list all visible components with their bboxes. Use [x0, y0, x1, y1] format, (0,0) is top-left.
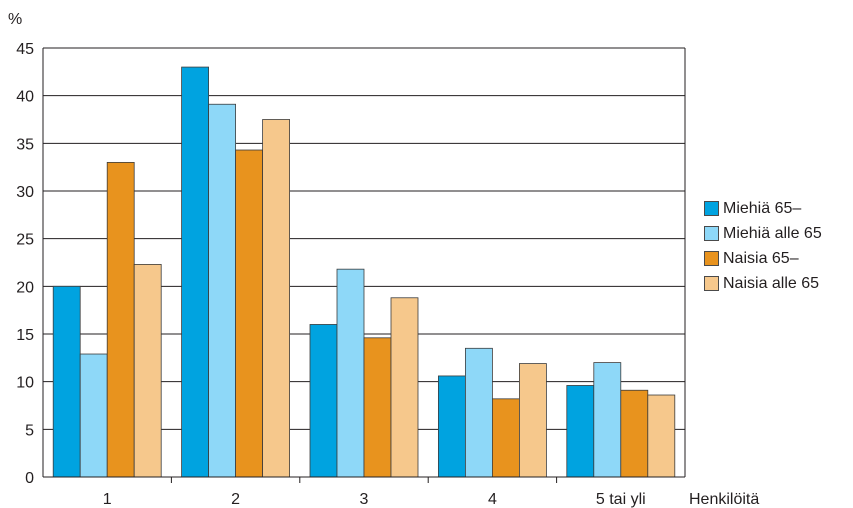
bar — [182, 67, 209, 477]
bar — [465, 348, 492, 477]
x-tick-labels: 1 2 3 4 5 tai yli — [103, 491, 646, 508]
bar — [438, 376, 465, 477]
legend-label: Naisia 65– — [723, 250, 799, 268]
bar — [648, 395, 675, 477]
legend-label: Naisia alle 65 — [723, 275, 819, 293]
bar — [80, 354, 107, 477]
bar — [263, 120, 290, 478]
legend-label: Miehiä 65– — [723, 200, 801, 218]
bar — [134, 264, 161, 477]
y-tick-label: 0 — [25, 470, 34, 487]
legend-item: Naisia 65– — [704, 246, 822, 271]
y-tick-label: 45 — [16, 41, 34, 58]
bar — [310, 324, 337, 477]
bar — [567, 385, 594, 477]
y-tick-labels: 0 5 10 15 20 25 30 35 40 45 — [16, 41, 34, 487]
bar — [594, 363, 621, 477]
bar — [337, 269, 364, 477]
y-axis-title: % — [8, 11, 22, 28]
bar — [209, 104, 236, 477]
x-tick-label: 2 — [231, 491, 240, 508]
legend-item: Miehiä alle 65 — [704, 221, 822, 246]
y-tick-label: 30 — [16, 184, 34, 201]
y-tick-label: 25 — [16, 232, 34, 249]
bars — [53, 67, 675, 477]
bar — [621, 390, 648, 477]
y-tick-label: 35 — [16, 136, 34, 153]
x-tick-label: 5 tai yli — [596, 491, 646, 508]
legend-item: Miehiä 65– — [704, 196, 822, 221]
y-tick-label: 5 — [25, 422, 34, 439]
x-tick-label: 1 — [103, 491, 112, 508]
y-tick-label: 20 — [16, 279, 34, 296]
bar — [519, 364, 546, 477]
legend-swatch — [704, 201, 719, 216]
bar — [391, 298, 418, 477]
y-tick-label: 40 — [16, 89, 34, 106]
legend-swatch — [704, 276, 719, 291]
legend-item: Naisia alle 65 — [704, 271, 822, 296]
bar — [364, 338, 391, 477]
bar — [492, 399, 519, 477]
x-tick-label: 3 — [360, 491, 369, 508]
legend-label: Miehiä alle 65 — [723, 225, 822, 243]
x-tick-label: 4 — [488, 491, 497, 508]
y-tick-label: 15 — [16, 327, 34, 344]
legend-swatch — [704, 251, 719, 266]
y-tick-label: 10 — [16, 375, 34, 392]
bar — [53, 286, 80, 477]
x-axis-title: Henkilöitä — [689, 491, 759, 508]
bar — [107, 162, 134, 477]
bar — [236, 150, 263, 477]
legend-swatch — [704, 226, 719, 241]
legend: Miehiä 65– Miehiä alle 65 Naisia 65– Naisia… — [704, 196, 822, 296]
